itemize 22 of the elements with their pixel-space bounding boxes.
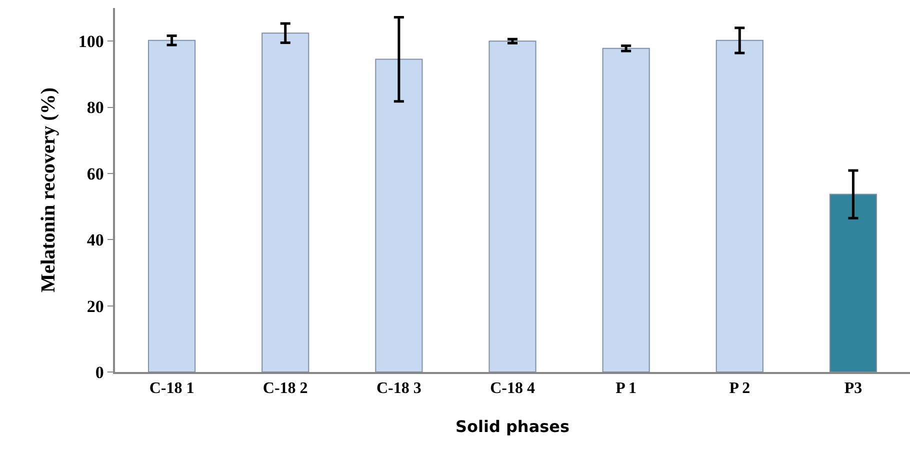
bar [262, 32, 310, 372]
x-tick-label: P3 [844, 380, 862, 397]
bar [375, 58, 423, 372]
bar [148, 40, 196, 372]
bar [488, 40, 536, 372]
y-axis-title: Melatonin recovery (%) [37, 87, 60, 293]
x-axis-title: Solid phases [455, 417, 570, 436]
y-tick-label: 0 [95, 362, 104, 382]
y-tick-label: 60 [86, 164, 104, 184]
x-tick-label: C-18 3 [376, 380, 422, 397]
y-tick-label: 100 [78, 32, 104, 52]
bar [716, 40, 764, 372]
bar [829, 194, 877, 372]
x-tick-label: P 1 [616, 380, 637, 397]
bar [602, 48, 650, 372]
x-tick-label: C-18 4 [490, 380, 535, 397]
x-tick-label: C-18 1 [149, 380, 194, 397]
y-tick-label: 40 [86, 230, 104, 250]
x-tick-label: C-18 2 [262, 380, 308, 397]
x-tick-label: P 2 [729, 380, 750, 397]
y-tick-label: 20 [86, 296, 104, 316]
y-tick-label: 80 [86, 98, 104, 118]
